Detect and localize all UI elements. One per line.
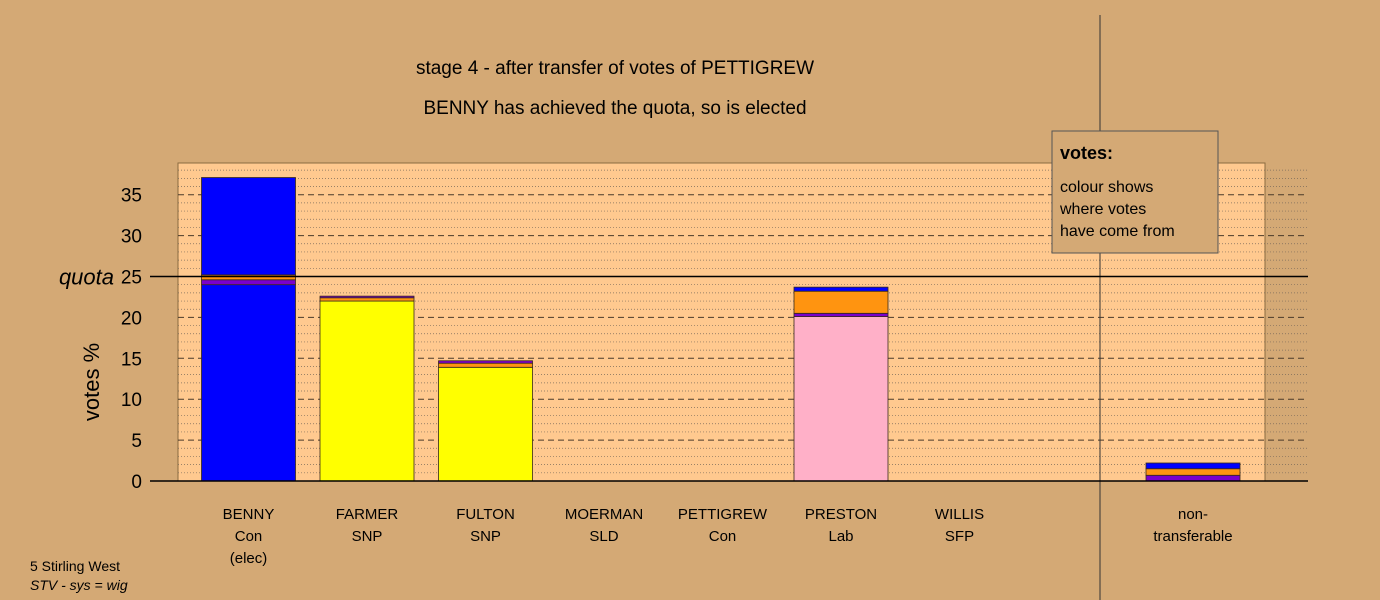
bar-segment [319,297,415,302]
category-name-label: PETTIGREW [678,506,768,523]
nontransferable-bar-segment [1145,462,1241,470]
y-tick-layer: 0 5 10 15 20 25 30 35 [121,186,142,493]
category-party-label: SFP [945,528,974,545]
bar-segment [438,366,533,482]
nontransferable-bar-segment [1145,468,1241,476]
bar-segment [793,286,889,292]
y-tick-label: 10 [121,390,142,411]
category-label-layer: BENNY Con (elec) FARMER SNP FULTON SNP MOERMAN S… [223,506,984,567]
chart-subtitle: BENNY has achieved the quota, so is elec… [423,98,806,119]
nontransferable-bar-segment [1145,474,1241,482]
bar-segment [201,279,296,286]
nontransferable-label-line1: non- [1178,506,1208,523]
y-axis-label: votes % [79,343,104,421]
bar-segment [201,284,296,482]
bar-segment [319,300,415,482]
category-name-label: FARMER [336,506,399,523]
category-party-label: SLD [589,528,618,545]
y-tick-label: 0 [131,472,142,493]
category-name-label: MOERMAN [565,506,643,523]
bar-segment [319,295,415,299]
bar-segment [201,274,296,281]
legend-line-2: where votes [1059,201,1146,218]
category-name-label: FULTON [456,506,515,523]
footnote-line1: 5 Stirling West [30,558,120,574]
category-name-label: BENNY [223,506,275,523]
bar-segment [438,362,533,368]
nontransferable-label-line2: transferable [1153,528,1232,545]
category-party-label: SNP [470,528,501,545]
legend-line-1: colour shows [1060,179,1153,196]
chart-title: stage 4 - after transfer of votes of PET… [416,58,814,79]
y-tick-label: 25 [121,268,142,289]
bar-segment [793,312,889,317]
bar-segment [201,177,296,276]
category-party-label: Con [709,528,737,545]
bar-segment [793,316,889,482]
y-tick-label: 35 [121,186,142,207]
legend-box: votes: colour shows where votes have com… [1051,130,1219,254]
y-tick-label: 15 [121,349,142,370]
category-party-label: Con [235,528,263,545]
bar-layer [201,177,1241,482]
bar-segment [793,290,889,314]
legend-title: votes: [1060,143,1113,163]
quota-label: quota [59,265,114,290]
legend-frame [1051,130,1219,254]
y-tick-label: 5 [131,431,142,452]
bar-segment [438,360,533,364]
y-tick-label: 20 [121,308,142,329]
y-tick-label: 30 [121,227,142,248]
category-name-label: WILLIS [935,506,984,523]
footnote-line2: STV - sys = wig [30,577,128,593]
category-party-label: SNP [352,528,383,545]
category-name-label: PRESTON [805,506,877,523]
category-party-label: Lab [828,528,853,545]
legend-line-3: have come from [1060,223,1175,240]
category-note-label: (elec) [230,550,268,567]
